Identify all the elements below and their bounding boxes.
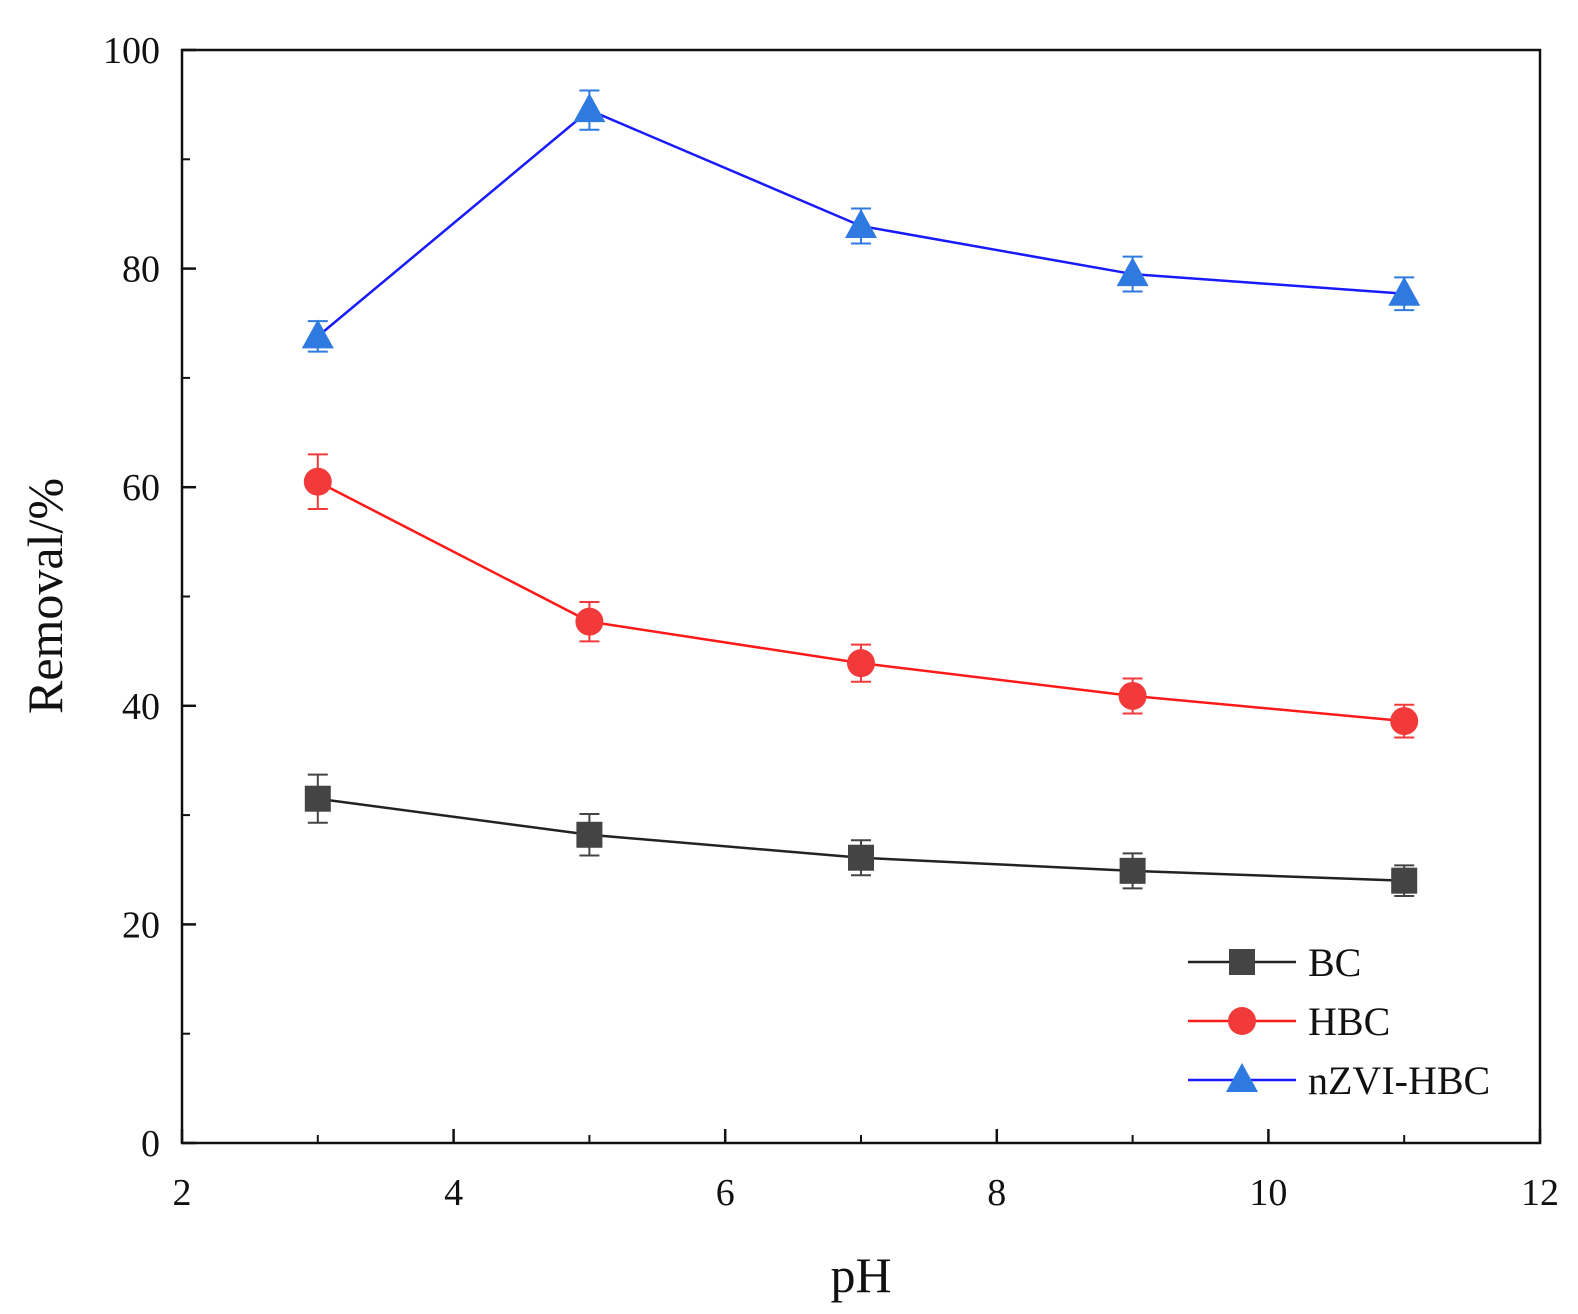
y-tick-label: 100 — [103, 30, 160, 72]
series-line-hbc — [317, 480, 1405, 723]
y-tick-label: 80 — [122, 249, 160, 291]
data-point-nzvi-hbc — [1388, 276, 1421, 306]
x-axis-title: pH — [830, 1247, 891, 1303]
data-point-nzvi-hbc — [301, 319, 334, 349]
data-point-bc — [848, 844, 874, 871]
x-tick-label: 10 — [1249, 1172, 1287, 1214]
x-tick-label: 4 — [444, 1172, 463, 1214]
legend: BC HBC nZVI-HBC — [1188, 940, 1490, 1103]
data-point-bc — [576, 821, 603, 848]
y-tick-label: 40 — [122, 686, 160, 728]
data-point-bc — [1391, 867, 1418, 894]
legend-label: nZVI-HBC — [1308, 1058, 1490, 1103]
legend-label: HBC — [1308, 999, 1390, 1044]
legend-marker — [1226, 1063, 1258, 1092]
data-point-hbc — [303, 467, 332, 496]
data-point-bc — [304, 785, 331, 812]
x-tick-label: 2 — [173, 1172, 192, 1214]
data-point-bc — [1119, 857, 1146, 884]
y-axis-title: Removal/% — [17, 478, 73, 714]
x-tick-label: 8 — [987, 1172, 1006, 1214]
series-hbc — [303, 453, 1419, 739]
data-point-nzvi-hbc — [845, 208, 877, 238]
data-point-nzvi-hbc — [573, 93, 606, 123]
y-tick-label: 0 — [141, 1123, 160, 1165]
data-point-hbc — [1390, 707, 1419, 736]
axis-ticks: 2 4 6 8 10 12 0 20 40 60 80 100 — [103, 30, 1559, 1214]
y-tick-label: 60 — [122, 467, 160, 509]
x-tick-label: 12 — [1521, 1172, 1559, 1214]
legend-marker — [1228, 1007, 1256, 1035]
data-point-nzvi-hbc — [1116, 257, 1149, 287]
legend-marker — [1229, 949, 1255, 975]
data-point-hbc — [575, 607, 604, 636]
y-tick-label: 20 — [122, 904, 160, 946]
series-layer — [301, 89, 1421, 897]
x-tick-label: 6 — [716, 1172, 735, 1214]
data-point-hbc — [1118, 681, 1147, 710]
legend-label: BC — [1308, 940, 1361, 985]
series-bc — [304, 773, 1418, 897]
data-point-hbc — [847, 649, 875, 678]
series-nzvi-hbc — [301, 89, 1421, 353]
